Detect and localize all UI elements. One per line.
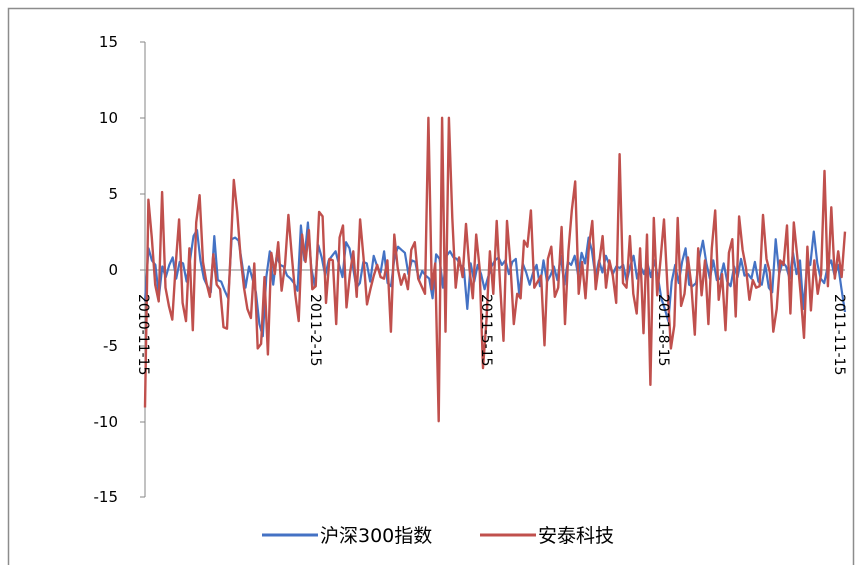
y-tick-label: 5 [108,185,118,203]
legend-label-csi300: 沪深300指数 [320,525,432,547]
y-axis-ticks: 15 10 5 0 -5 -10 -15 [94,33,145,506]
x-tick-label: 2011-8-15 [655,294,671,366]
y-tick-label: 15 [99,33,118,51]
y-tick-label: -5 [103,337,118,355]
series-layer [143,116,847,423]
x-axis-tick-labels: 2010-11-15 2011-2-15 2011-5-15 2011-8-15… [135,294,847,375]
x-tick-label: 2010-11-15 [135,294,151,375]
y-tick-label: -15 [94,488,119,506]
y-tick-label: 0 [108,261,118,279]
y-tick-label: -10 [94,413,119,431]
series-line-at-and-m [143,116,847,423]
x-tick-label: 2011-11-15 [831,294,847,375]
legend-label-at-and-m: 安泰科技 [538,525,614,547]
y-tick-label: 10 [99,109,118,127]
x-tick-label: 2011-5-15 [478,294,494,366]
x-tick-label: 2011-2-15 [307,294,323,366]
legend: 沪深300指数 安泰科技 [262,525,614,547]
